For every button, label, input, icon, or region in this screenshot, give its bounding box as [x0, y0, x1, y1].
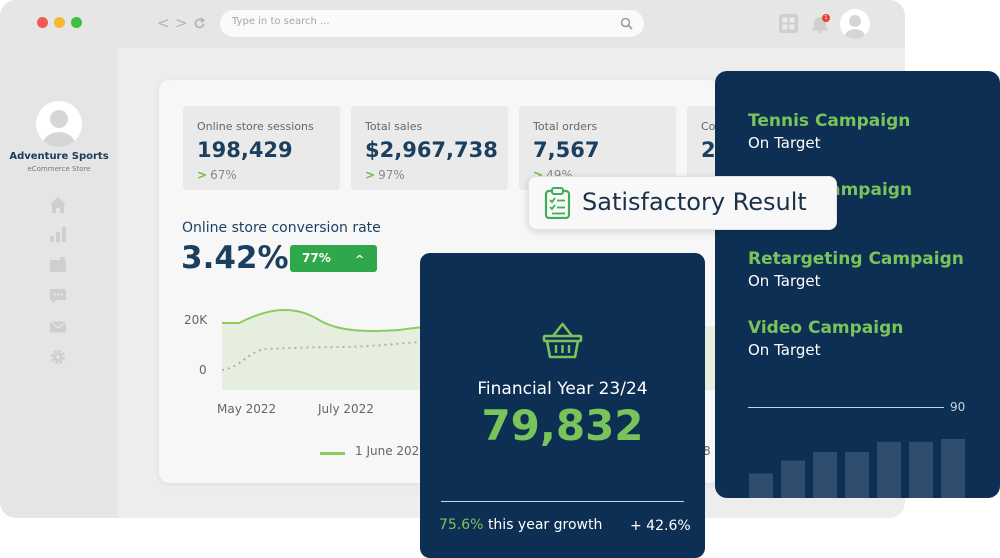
notification-badge: 1: [822, 14, 830, 22]
x-tick-label: July 2022: [318, 402, 374, 416]
trend-up-icon: >: [365, 168, 376, 182]
stat-change: >67%: [197, 168, 237, 182]
campaign-bar: [845, 451, 869, 498]
stat-card-sales[interactable]: Total sales $2,967,738 >97%: [351, 106, 508, 190]
bar-chart-icon[interactable]: [49, 225, 67, 243]
conversion-badge[interactable]: 77% ^: [290, 245, 377, 272]
campaign-name: Video Campaign: [748, 318, 904, 338]
x-tick-label: May 2022: [217, 402, 277, 416]
minimize-window-dot[interactable]: [54, 17, 65, 28]
forward-icon[interactable]: >: [175, 14, 188, 32]
y-tick-label: 20K: [184, 313, 208, 327]
financial-year-title: Financial Year 23/24: [477, 379, 648, 399]
campaign-status: On Target: [748, 341, 821, 359]
growth-delta: + 42.6%: [630, 518, 691, 534]
y-tick-label: 0: [199, 363, 207, 377]
legend-label: 1 June 2023: [355, 444, 427, 458]
stat-label: Total orders: [533, 120, 598, 133]
chart-series-previous: [221, 336, 480, 371]
conversion-badge-value: 77%: [302, 251, 331, 265]
growth-label: this year growth: [487, 517, 603, 533]
sidebar: Adventure Sports eCommerce Store: [0, 48, 118, 518]
campaign-status: On Target: [748, 134, 821, 152]
campaign-name: Tennis Campaign: [748, 111, 911, 131]
store-avatar[interactable]: [36, 101, 82, 147]
shopping-basket-icon: [542, 322, 583, 359]
search-icon[interactable]: [620, 17, 633, 30]
reload-icon[interactable]: [193, 17, 206, 30]
financial-year-card: Financial Year 23/24 79,832 75.6% this y…: [420, 253, 705, 558]
financial-year-value: 79,832: [481, 401, 644, 450]
search-placeholder: Type in to search ...: [232, 16, 330, 27]
growth-summary: 75.6% this year growth: [439, 517, 602, 533]
chevron-up-icon: ^: [355, 253, 365, 266]
conversion-title: Online store conversion rate: [182, 220, 381, 236]
stat-change-value: 97%: [378, 168, 405, 182]
campaign-bar: [941, 438, 965, 498]
close-window-dot[interactable]: [37, 17, 48, 28]
browser-topbar: < > Type in to search ... 1: [0, 0, 905, 48]
stat-label: Total sales: [365, 120, 423, 133]
store-avatar-icon: [42, 110, 76, 147]
conversion-value: 3.42%: [181, 240, 289, 276]
clipboard-checklist-icon: [544, 187, 571, 219]
campaign-bar: [909, 441, 933, 498]
satisfactory-toast[interactable]: Satisfactory Result: [528, 176, 837, 230]
campaign-bars-chart: [749, 438, 965, 498]
wallet-icon[interactable]: [49, 256, 67, 274]
divider: [441, 501, 684, 502]
back-icon[interactable]: <: [157, 14, 170, 32]
stat-card-sessions[interactable]: Online store sessions 198,429 >67%: [183, 106, 340, 190]
brand-subtitle: eCommerce Store: [27, 165, 91, 173]
campaign-bar: [749, 473, 773, 498]
search-bar[interactable]: Type in to search ...: [220, 10, 644, 37]
stat-value: 7,567: [533, 138, 600, 162]
stat-label: Online store sessions: [197, 120, 314, 133]
campaign-bar: [877, 441, 901, 498]
legend-swatch: [320, 452, 345, 455]
campaign-panel: Tennis Campaign On Target Sports Campaig…: [715, 71, 1000, 498]
brand-name: Adventure Sports: [9, 151, 109, 162]
axis-value: 90: [950, 400, 966, 414]
axis-line: [748, 407, 944, 408]
campaign-status: On Target: [748, 272, 821, 290]
stat-value: 198,429: [197, 138, 293, 162]
stat-value: 2: [701, 138, 716, 162]
stat-change: >97%: [365, 168, 405, 182]
home-icon[interactable]: [49, 196, 67, 214]
stat-change-value: 67%: [210, 168, 237, 182]
trend-up-icon: >: [197, 168, 208, 182]
maximize-window-dot[interactable]: [71, 17, 82, 28]
stat-value: $2,967,738: [365, 138, 498, 162]
mail-icon[interactable]: [49, 318, 67, 336]
settings-icon[interactable]: [49, 348, 67, 366]
campaign-bar: [781, 460, 805, 498]
apps-grid-icon[interactable]: [779, 14, 798, 33]
campaign-bar: [813, 451, 837, 498]
user-avatar-icon: [844, 15, 866, 39]
legend-label-2: 8: [703, 444, 711, 458]
toast-text: Satisfactory Result: [582, 188, 807, 216]
campaign-name: Retargeting Campaign: [748, 249, 964, 269]
stat-label: Co: [701, 120, 716, 133]
growth-percent: 75.6%: [439, 517, 484, 533]
user-avatar[interactable]: [840, 9, 870, 39]
chat-icon[interactable]: [49, 287, 67, 305]
trend-up-icon: >: [533, 168, 544, 182]
